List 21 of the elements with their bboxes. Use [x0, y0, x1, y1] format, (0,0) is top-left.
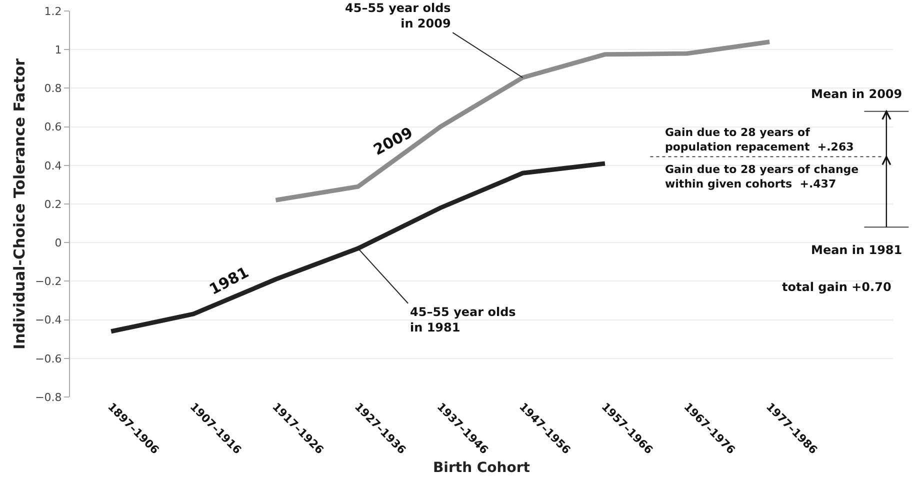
y-tick-label: −0.8: [35, 390, 62, 404]
x-axis-title: Birth Cohort: [433, 460, 530, 476]
ref-line-label: Mean in 1981: [811, 243, 902, 257]
y-tick-label: 0.8: [44, 82, 62, 96]
annotation: total gain +0.70: [782, 280, 892, 294]
annotation: Gain due to 28 years of change within given cohorts +.437: [665, 163, 859, 190]
y-tick-label: 1.2: [44, 4, 62, 18]
line-series: [108, 161, 608, 334]
ref-line-label: Mean in 2009: [811, 87, 902, 101]
y-tick-label: 0.2: [44, 198, 62, 211]
y-tick-label: 0.4: [44, 159, 62, 172]
y-tick-label: 1: [54, 43, 62, 56]
annotation: 45–55 year olds in 1981: [410, 305, 516, 335]
annotation: 45–55 year olds in 2009: [345, 1, 451, 31]
y-axis-title: Individual-Choice Tolerance Factor: [10, 58, 28, 350]
y-tick-label: 0: [54, 236, 62, 250]
y-tick-label: 0.6: [44, 120, 62, 134]
y-tick-label: −0.6: [35, 352, 62, 366]
y-tick-label: −0.2: [35, 275, 62, 288]
y-tick-label: −0.4: [35, 314, 62, 327]
annotation: Gain due to 28 years of population repacement +.263: [665, 126, 854, 154]
